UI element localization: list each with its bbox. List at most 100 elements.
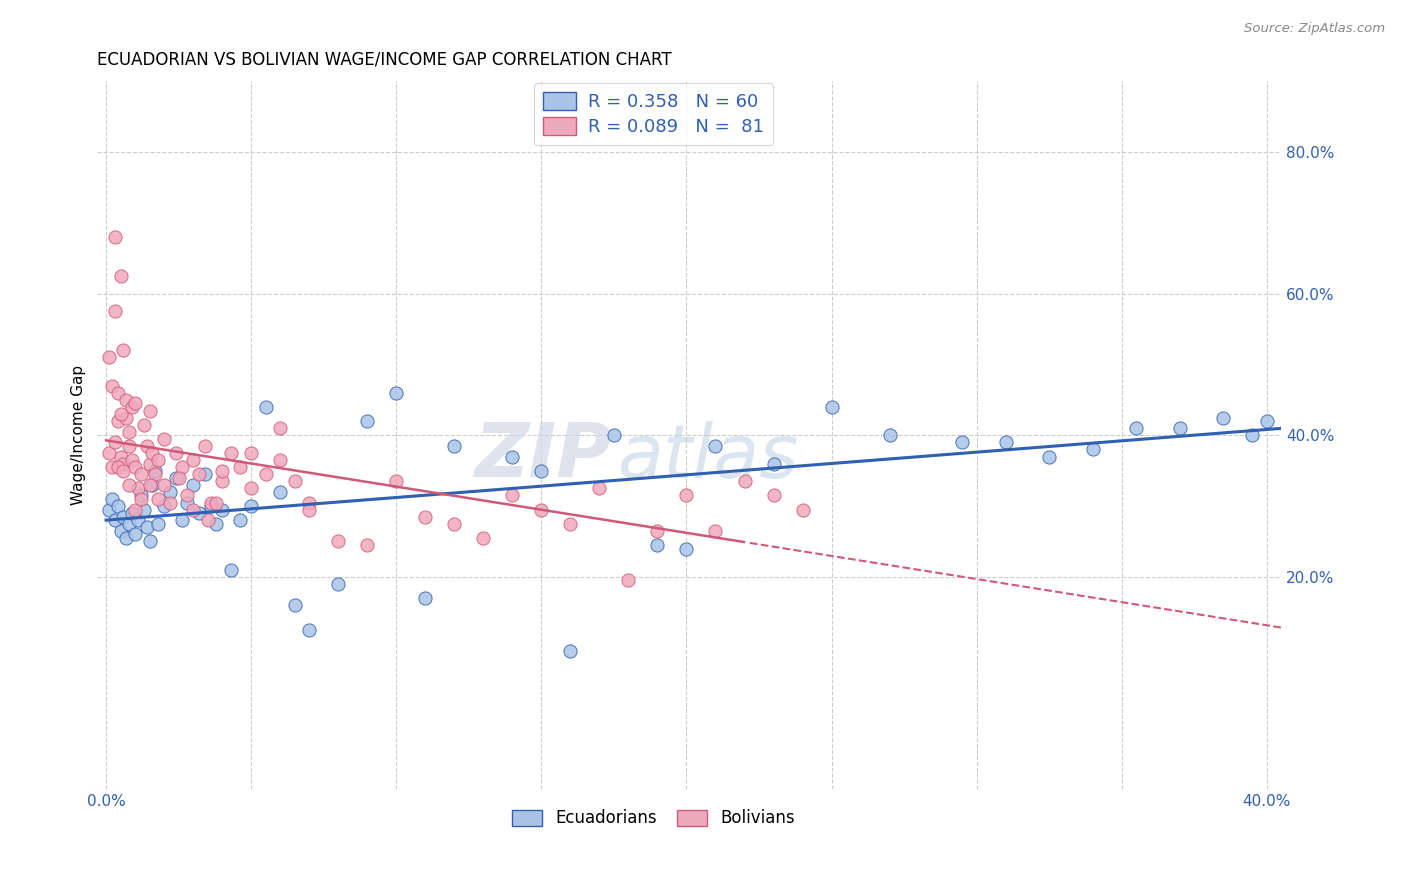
Point bbox=[107, 414, 129, 428]
Point bbox=[110, 450, 132, 464]
Point bbox=[704, 524, 727, 538]
Point bbox=[200, 495, 222, 509]
Point bbox=[127, 513, 149, 527]
Point bbox=[127, 482, 149, 496]
Point bbox=[211, 502, 233, 516]
Point bbox=[132, 417, 155, 432]
Point bbox=[148, 491, 170, 506]
Point bbox=[1256, 414, 1278, 428]
Point bbox=[1081, 442, 1104, 457]
Point bbox=[385, 475, 408, 489]
Point bbox=[181, 453, 204, 467]
Point bbox=[994, 435, 1017, 450]
Point bbox=[153, 499, 176, 513]
Point bbox=[240, 482, 263, 496]
Point bbox=[269, 484, 291, 499]
Point bbox=[530, 464, 553, 478]
Point bbox=[617, 574, 640, 588]
Point bbox=[385, 385, 408, 400]
Point bbox=[101, 378, 124, 392]
Point bbox=[110, 524, 132, 538]
Point bbox=[413, 509, 436, 524]
Y-axis label: Wage/Income Gap: Wage/Income Gap bbox=[72, 365, 86, 506]
Point bbox=[211, 475, 233, 489]
Point bbox=[138, 403, 160, 417]
Point bbox=[240, 499, 263, 513]
Point bbox=[200, 499, 222, 513]
Point bbox=[560, 644, 582, 658]
Point bbox=[141, 478, 163, 492]
Point bbox=[112, 464, 135, 478]
Point bbox=[121, 453, 143, 467]
Point bbox=[110, 407, 132, 421]
Point bbox=[762, 457, 785, 471]
Point bbox=[211, 464, 233, 478]
Point bbox=[124, 460, 146, 475]
Point bbox=[228, 460, 250, 475]
Point bbox=[879, 428, 901, 442]
Point bbox=[97, 351, 120, 365]
Point bbox=[1212, 410, 1234, 425]
Point bbox=[170, 513, 193, 527]
Point bbox=[734, 475, 756, 489]
Point bbox=[187, 506, 209, 520]
Point bbox=[148, 516, 170, 531]
Point bbox=[205, 495, 228, 509]
Point bbox=[129, 488, 152, 502]
Point bbox=[118, 439, 141, 453]
Point bbox=[170, 460, 193, 475]
Point bbox=[176, 495, 198, 509]
Point bbox=[107, 499, 129, 513]
Point bbox=[176, 488, 198, 502]
Point bbox=[115, 392, 138, 407]
Point bbox=[107, 460, 129, 475]
Point bbox=[443, 439, 465, 453]
Point bbox=[101, 460, 124, 475]
Point bbox=[165, 471, 187, 485]
Point bbox=[135, 520, 157, 534]
Point bbox=[118, 516, 141, 531]
Point bbox=[356, 414, 378, 428]
Point bbox=[197, 513, 219, 527]
Point bbox=[104, 513, 127, 527]
Point bbox=[153, 478, 176, 492]
Point bbox=[97, 502, 120, 516]
Point bbox=[145, 467, 167, 482]
Point bbox=[240, 446, 263, 460]
Point bbox=[647, 538, 669, 552]
Point bbox=[328, 577, 350, 591]
Point bbox=[167, 471, 190, 485]
Point bbox=[675, 541, 697, 556]
Point bbox=[704, 439, 727, 453]
Point bbox=[104, 304, 127, 318]
Point bbox=[129, 491, 152, 506]
Point bbox=[181, 478, 204, 492]
Point bbox=[187, 467, 209, 482]
Point bbox=[124, 396, 146, 410]
Point bbox=[165, 446, 187, 460]
Point bbox=[101, 491, 124, 506]
Point bbox=[107, 385, 129, 400]
Point bbox=[284, 475, 307, 489]
Point bbox=[115, 410, 138, 425]
Point bbox=[104, 230, 127, 244]
Point bbox=[112, 343, 135, 358]
Point bbox=[118, 478, 141, 492]
Point bbox=[141, 446, 163, 460]
Point bbox=[129, 467, 152, 482]
Point bbox=[148, 453, 170, 467]
Point bbox=[110, 268, 132, 283]
Point bbox=[145, 464, 167, 478]
Point bbox=[501, 450, 523, 464]
Point bbox=[1125, 421, 1147, 435]
Point bbox=[112, 509, 135, 524]
Point bbox=[124, 502, 146, 516]
Point bbox=[443, 516, 465, 531]
Point bbox=[762, 488, 785, 502]
Point bbox=[1241, 428, 1264, 442]
Point bbox=[254, 467, 277, 482]
Point bbox=[298, 495, 321, 509]
Point bbox=[115, 531, 138, 545]
Point bbox=[219, 563, 242, 577]
Point bbox=[194, 439, 217, 453]
